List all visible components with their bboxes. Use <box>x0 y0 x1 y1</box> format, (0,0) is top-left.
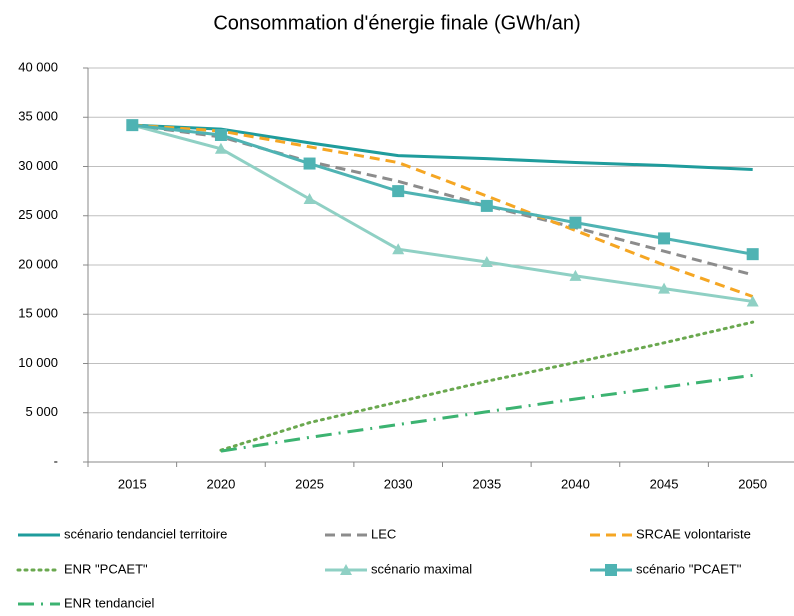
point <box>126 119 139 132</box>
point <box>746 248 759 261</box>
x-tick-label: 2045 <box>650 476 679 491</box>
y-tick-label: 15 000 <box>18 306 58 321</box>
point <box>658 232 671 245</box>
series-line <box>132 123 753 171</box>
y-tick-label: - <box>54 453 58 468</box>
point <box>392 185 405 198</box>
point <box>392 243 405 255</box>
legend-label: scénario tendanciel territoire <box>64 526 227 541</box>
x-tick-label: 2050 <box>738 476 767 491</box>
x-tick-label: 2035 <box>472 476 501 491</box>
point <box>214 128 227 141</box>
x-tick-label: 2020 <box>206 476 235 491</box>
chart-title: Consommation d'énergie finale (GWh/an) <box>213 12 580 34</box>
x-tick-label: 2015 <box>118 476 147 491</box>
legend-label: ENR "PCAET" <box>64 561 148 576</box>
point <box>658 282 671 294</box>
y-tick-label: 25 000 <box>18 207 58 222</box>
legend-label: SRCAE volontariste <box>636 526 751 541</box>
y-tick-label: 10 000 <box>18 355 58 370</box>
point <box>480 256 493 268</box>
y-tick-label: 5 000 <box>25 404 58 419</box>
legend-marker <box>605 564 617 576</box>
x-tick-label: 2030 <box>384 476 413 491</box>
point <box>746 295 759 307</box>
legend-label: LEC <box>371 526 396 541</box>
point <box>303 157 316 170</box>
legend-marker <box>340 564 352 575</box>
x-tick-label: 2040 <box>561 476 590 491</box>
legend-label: scénario "PCAET" <box>636 561 742 576</box>
y-tick-label: 40 000 <box>18 59 58 74</box>
x-tick-label: 2025 <box>295 476 324 491</box>
point <box>569 269 582 281</box>
series-line <box>131 123 753 303</box>
y-tick-label: 35 000 <box>18 109 58 124</box>
series-line <box>132 123 754 298</box>
point <box>214 142 227 154</box>
y-tick-label: 20 000 <box>18 256 58 271</box>
series-line <box>220 373 753 453</box>
y-tick-label: 30 000 <box>18 158 58 173</box>
legend-label: scénario maximal <box>371 561 472 576</box>
point <box>480 199 493 212</box>
point <box>303 193 316 205</box>
series-line <box>132 123 753 256</box>
series-line <box>219 320 755 452</box>
legend-label: ENR tendanciel <box>64 595 154 610</box>
point <box>569 216 582 229</box>
